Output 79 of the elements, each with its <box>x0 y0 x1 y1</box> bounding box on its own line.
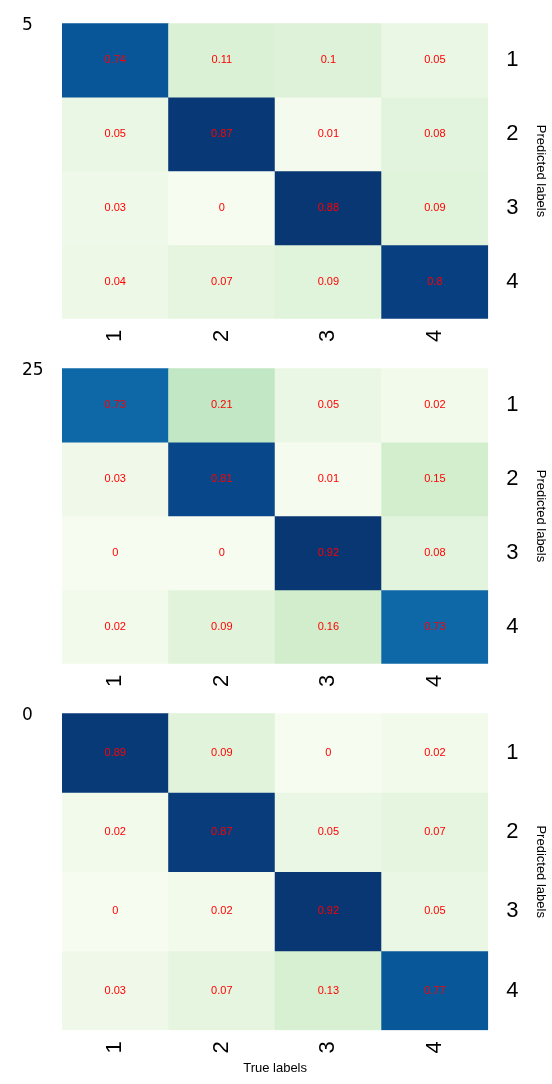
data-label: 0.02 <box>104 619 126 632</box>
data-label: 0.15 <box>424 472 446 485</box>
data-label: 0.05 <box>317 825 340 838</box>
data-label: 0.09 <box>211 745 233 758</box>
data-label: 0.07 <box>211 274 233 287</box>
y-tick-label: 1 <box>506 46 519 72</box>
data-label: 0.73 <box>104 398 126 411</box>
data-label: 0.07 <box>424 825 446 838</box>
data-label: 0.08 <box>424 545 446 558</box>
data-label: 0.89 <box>104 745 126 758</box>
x-tick-label: 1 <box>101 329 127 343</box>
y-tick-label: 1 <box>506 391 519 417</box>
data-label: 0.74 <box>104 53 126 66</box>
data-label: 0.09 <box>424 200 446 213</box>
data-label: 0.02 <box>424 398 446 411</box>
y-tick-label: 3 <box>506 538 519 564</box>
data-label: 0.01 <box>317 472 340 485</box>
data-label: 0.88 <box>317 200 340 213</box>
data-label: 0.04 <box>104 274 126 287</box>
y-tick-label: 4 <box>506 612 519 638</box>
x-tick-label: 2 <box>207 329 233 343</box>
data-label: 0.07 <box>211 983 233 996</box>
y-tick-label: 2 <box>506 120 519 146</box>
data-label: 0.92 <box>317 545 340 558</box>
data-label: 0.8 <box>427 274 443 287</box>
data-label: 0.81 <box>211 472 233 485</box>
x-tick-label: 3 <box>314 329 340 343</box>
y-axis-title: Predicted labels <box>533 469 549 563</box>
data-label: 0.03 <box>104 983 126 996</box>
data-label: 0.87 <box>211 127 233 140</box>
data-label: 0.09 <box>317 274 340 287</box>
data-label: 0.77 <box>424 983 446 996</box>
x-tick-label: 2 <box>207 1041 233 1054</box>
y-axis-title: Predicted labels <box>533 124 549 218</box>
data-label: 0.87 <box>211 825 233 838</box>
data-label: 0.21 <box>211 398 233 411</box>
data-label: 0.02 <box>104 825 126 838</box>
x-tick-label: 2 <box>207 674 233 688</box>
y-tick-label: 3 <box>506 193 519 219</box>
x-tick-label: 1 <box>101 1041 127 1054</box>
data-label: 0.08 <box>424 127 446 140</box>
y-axis-title: Predicted labels <box>533 825 549 919</box>
y-tick-label: 3 <box>506 897 519 923</box>
data-label: 0 <box>325 745 332 758</box>
data-label: 0.11 <box>211 53 233 66</box>
chart-title: 0 <box>22 704 33 724</box>
data-label: 0 <box>112 904 119 917</box>
x-tick-label: 4 <box>420 329 446 343</box>
y-tick-label: 4 <box>506 976 519 1002</box>
chart-title: 5 <box>22 14 33 34</box>
y-tick-label: 4 <box>506 267 519 293</box>
data-label: 0.09 <box>211 619 233 632</box>
data-label: 0 <box>218 545 225 558</box>
data-label: 0.1 <box>320 53 336 66</box>
data-label: 0.02 <box>424 745 446 758</box>
data-label: 0.16 <box>317 619 340 632</box>
data-label: 0 <box>218 200 225 213</box>
data-label: 0.03 <box>104 472 126 485</box>
data-label: 0.13 <box>317 983 340 996</box>
x-tick-label: 1 <box>101 674 127 688</box>
x-tick-label: 3 <box>314 1041 340 1054</box>
x-tick-label: 4 <box>420 1041 446 1054</box>
x-axis-title: True labels <box>243 1059 308 1075</box>
data-label: 0.73 <box>424 619 446 632</box>
data-label: 0.92 <box>317 904 340 917</box>
data-label: 0.03 <box>104 200 126 213</box>
x-tick-label: 4 <box>420 674 446 688</box>
data-label: 0.05 <box>424 904 446 917</box>
data-label: 0 <box>112 545 119 558</box>
data-label: 0.05 <box>317 398 340 411</box>
chart-title: 25 <box>22 359 44 379</box>
y-tick-label: 2 <box>506 818 519 844</box>
data-label: 0.05 <box>424 53 446 66</box>
y-tick-label: 2 <box>506 465 519 491</box>
data-label: 0.02 <box>211 904 233 917</box>
data-label: 0.05 <box>104 127 126 140</box>
y-tick-label: 1 <box>506 738 519 764</box>
data-label: 0.01 <box>317 127 340 140</box>
x-tick-label: 3 <box>314 674 340 688</box>
